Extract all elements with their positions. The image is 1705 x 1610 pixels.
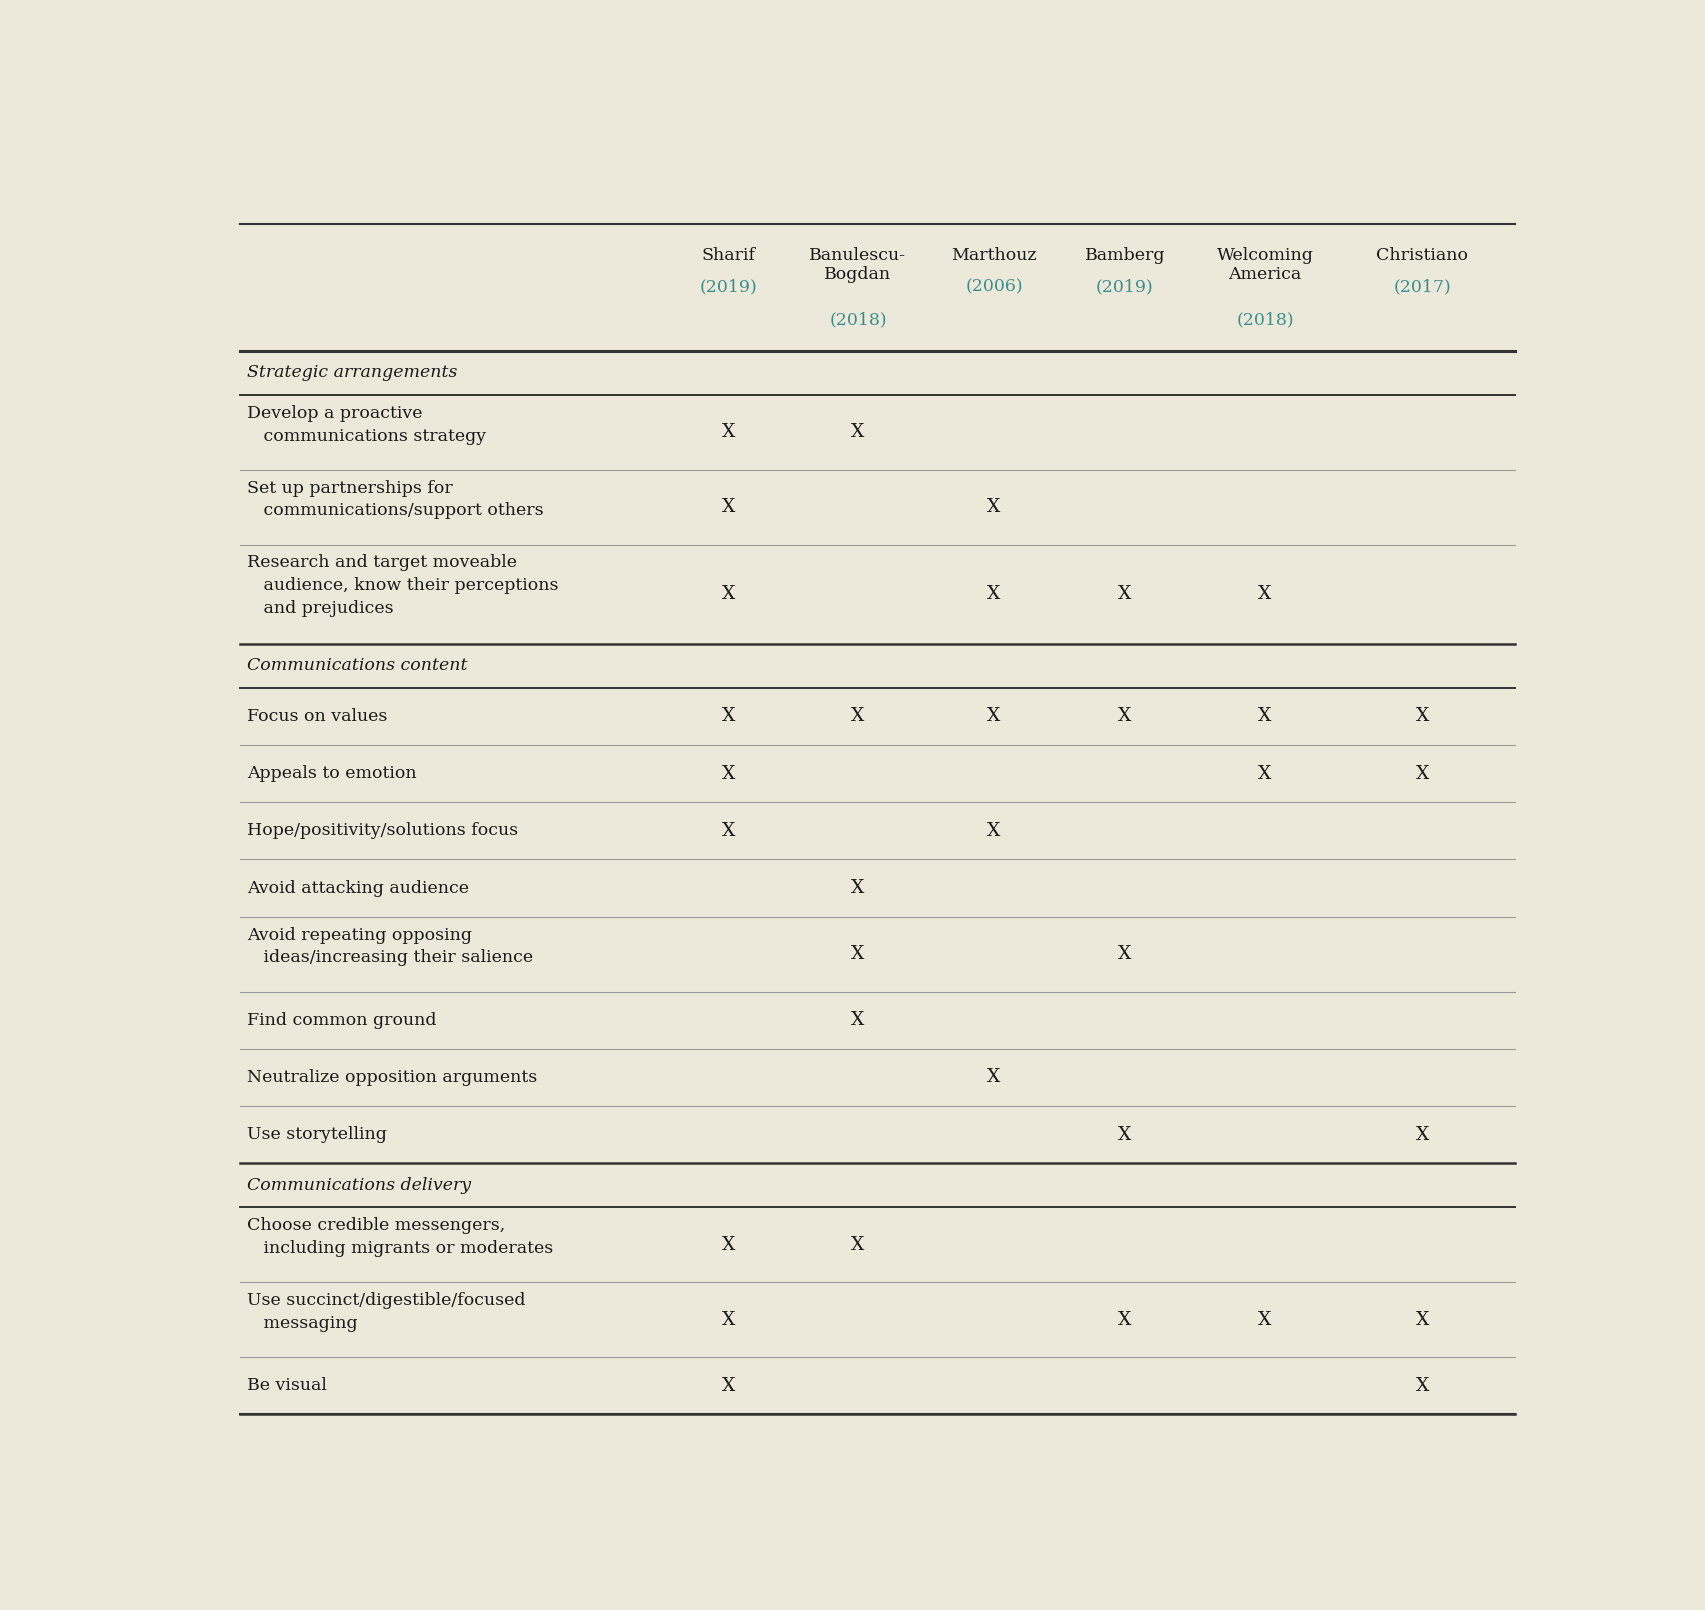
Text: X: X (721, 1236, 735, 1254)
Text: Appeals to emotion: Appeals to emotion (247, 765, 418, 782)
Text: Bamberg: Bamberg (1084, 246, 1165, 264)
Text: X: X (1118, 945, 1132, 963)
Text: X: X (1415, 707, 1429, 726)
Text: Be visual: Be visual (247, 1377, 327, 1394)
Text: X: X (1415, 1311, 1429, 1328)
Text: Banulescu-
Bogdan: Banulescu- Bogdan (810, 246, 907, 283)
Text: (2018): (2018) (1236, 311, 1294, 328)
Text: (2017): (2017) (1393, 279, 1451, 296)
Text: X: X (721, 765, 735, 782)
Text: Marthouz: Marthouz (951, 246, 1037, 264)
Text: X: X (721, 423, 735, 441)
Text: Strategic arrangements: Strategic arrangements (247, 364, 459, 382)
Text: X: X (1118, 1125, 1132, 1143)
Text: X: X (1258, 765, 1272, 782)
Text: X: X (1118, 584, 1132, 604)
Text: X: X (721, 707, 735, 726)
Text: Hope/positivity/solutions focus: Hope/positivity/solutions focus (247, 823, 518, 839)
Text: X: X (721, 821, 735, 840)
Text: Neutralize opposition arguments: Neutralize opposition arguments (247, 1069, 537, 1085)
Text: X: X (721, 497, 735, 517)
Text: X: X (721, 584, 735, 604)
Text: X: X (987, 821, 1001, 840)
Text: X: X (851, 707, 864, 726)
Text: Find common ground: Find common ground (247, 1011, 436, 1029)
Text: X: X (1118, 1311, 1132, 1328)
Text: Use storytelling: Use storytelling (247, 1125, 387, 1143)
Text: Sharif: Sharif (701, 246, 755, 264)
Text: X: X (721, 1377, 735, 1394)
Text: (2019): (2019) (1096, 279, 1154, 296)
Text: Communications delivery: Communications delivery (247, 1177, 472, 1193)
Text: Focus on values: Focus on values (247, 708, 387, 724)
Text: Research and target moveable
   audience, know their perceptions
   and prejudic: Research and target moveable audience, k… (247, 554, 559, 617)
Text: X: X (1415, 765, 1429, 782)
Text: Use succinct/digestible/focused
   messaging: Use succinct/digestible/focused messagin… (247, 1293, 525, 1331)
Text: X: X (851, 1011, 864, 1029)
Text: (2019): (2019) (699, 279, 757, 296)
Text: X: X (721, 1311, 735, 1328)
Text: (2018): (2018) (829, 311, 887, 328)
Text: Welcoming
America: Welcoming America (1216, 246, 1313, 283)
Text: Set up partnerships for
   communications/support others: Set up partnerships for communications/s… (247, 480, 544, 520)
Text: X: X (1415, 1377, 1429, 1394)
Text: Avoid repeating opposing
   ideas/increasing their salience: Avoid repeating opposing ideas/increasin… (247, 927, 534, 966)
Text: X: X (1258, 584, 1272, 604)
Text: (2006): (2006) (965, 279, 1023, 296)
Text: Avoid attacking audience: Avoid attacking audience (247, 879, 469, 897)
Text: X: X (851, 879, 864, 897)
Text: Choose credible messengers,
   including migrants or moderates: Choose credible messengers, including mi… (247, 1217, 554, 1257)
Text: X: X (1258, 1311, 1272, 1328)
Text: X: X (987, 1069, 1001, 1087)
Text: Communications content: Communications content (247, 657, 467, 675)
Text: X: X (1258, 707, 1272, 726)
Text: X: X (851, 1236, 864, 1254)
Text: X: X (1118, 707, 1132, 726)
Text: X: X (851, 945, 864, 963)
Text: X: X (1415, 1125, 1429, 1143)
Text: Christiano: Christiano (1376, 246, 1468, 264)
Text: Develop a proactive
   communications strategy: Develop a proactive communications strat… (247, 404, 486, 444)
Text: X: X (987, 584, 1001, 604)
Text: X: X (851, 423, 864, 441)
Text: X: X (987, 497, 1001, 517)
Text: X: X (987, 707, 1001, 726)
